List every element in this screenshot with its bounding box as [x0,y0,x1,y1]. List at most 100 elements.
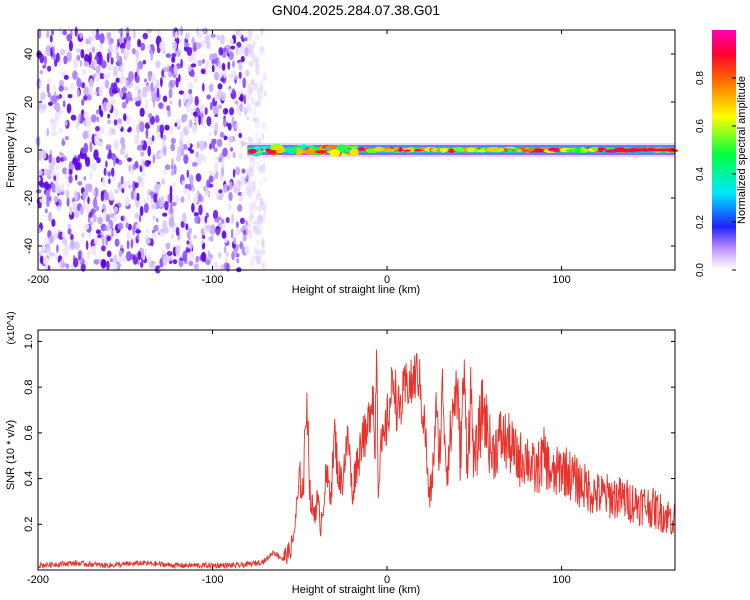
noise-dot [125,180,131,186]
noise-dot [193,235,198,239]
band-blob [329,149,341,157]
noise-dot [42,257,49,265]
noise-dot [62,30,68,36]
noise-dot [155,152,159,160]
noise-dot [161,248,166,256]
noise-dot [46,198,50,208]
colorbar-tick-label: 0.4 [695,167,706,181]
y-tick-label: 0.4 [23,471,35,486]
noise-dot [238,196,242,202]
colorbar-gradient [712,30,736,270]
colorbar-tick-label: 0.0 [695,263,706,277]
noise-dot [206,116,212,127]
noise-dot [82,130,89,140]
noise-dot [254,131,258,142]
noise-dot [53,175,57,181]
noise-dot [241,37,246,43]
noise-dot [139,121,145,133]
noise-dot [249,86,253,94]
noise-dot [146,28,153,34]
noise-dot [254,248,260,256]
noise-dot [183,154,189,164]
noise-dot [185,32,190,40]
noise-dot [106,235,111,242]
noise-dot [208,224,212,234]
noise-dot [256,239,260,245]
noise-dot [155,265,161,274]
noise-dot [227,153,231,160]
noise-dot [196,27,200,36]
noise-dot [230,147,234,152]
noise-dot [113,65,118,77]
noise-dot [153,97,160,102]
noise-dot [100,259,107,269]
noise-dot [149,191,155,196]
noise-dot [181,180,185,185]
noise-dot [217,83,223,90]
noise-dot [93,149,99,161]
noise-dot [237,204,243,212]
noise-dot [204,215,208,224]
noise-dot [203,223,207,233]
noise-dot [147,45,151,52]
snr-series [37,349,676,570]
noise-dot [232,88,235,95]
noise-dot [55,183,62,194]
noise-dot [89,217,95,223]
noise-dot [228,135,234,143]
noise-dot [218,47,224,56]
band-blob [466,149,476,153]
noise-dot [209,124,215,130]
noise-dot [156,218,159,223]
noise-dot [113,119,118,126]
noise-dot [118,118,123,125]
band-blob [258,145,272,149]
noise-dot [146,253,152,265]
noise-dot [220,77,225,82]
noise-dot [171,56,176,63]
noise-dot [262,176,268,182]
noise-dot [209,102,213,111]
noise-dot [103,73,107,79]
band-blob [565,149,578,153]
noise-dot [217,104,222,110]
noise-dot [255,229,261,236]
noise-dot [151,232,158,239]
noise-dot [200,40,206,48]
noise-dot [151,74,157,83]
noise-dot [51,119,57,131]
noise-dot [175,77,179,88]
noise-dot [56,244,59,253]
noise-dot [126,251,132,262]
noise-dot [96,116,99,123]
noise-dot [257,62,260,71]
noise-dot [73,58,78,69]
noise-dot [36,176,41,182]
noise-dot [134,160,139,168]
noise-dot [248,30,254,36]
noise-dot [258,95,264,101]
colorbar-ticks: 0.0 0.2 0.4 0.6 0.8 [695,71,736,277]
noise-dot [236,258,239,264]
x-tick-label: 0 [384,274,390,286]
noise-dot [126,80,130,87]
noise-dot [187,94,191,100]
noise-dot [212,105,219,115]
band-blob [357,147,365,151]
noise-dot [159,124,165,135]
noise-dot [76,78,82,88]
chart-title: GN04.2025.284.07.38.G01 [272,2,440,18]
noise-dot [70,114,77,121]
noise-dot [251,50,255,61]
snr-line [37,349,676,570]
noise-dot [109,258,114,263]
noise-dot [211,64,215,73]
band-blob [453,147,465,152]
noise-dot [47,78,53,84]
noise-dot [66,197,70,207]
noise-dot [193,75,198,84]
noise-dot [99,43,104,50]
noise-dot [54,112,60,123]
y-tick-label: 0 [23,147,35,153]
noise-dot [110,128,116,135]
